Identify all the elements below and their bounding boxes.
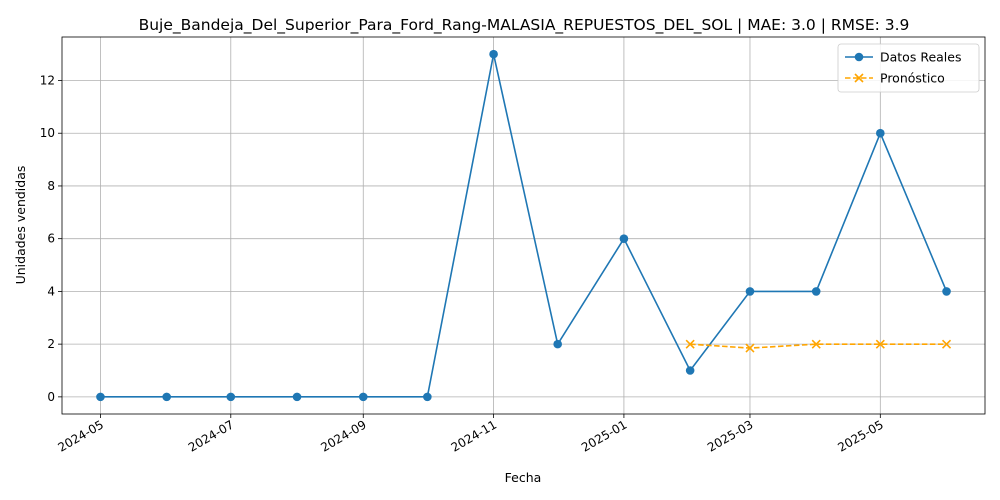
data-point-actual [685,366,695,375]
legend: Datos Reales Pronóstico [837,43,980,93]
legend-box [837,43,980,93]
data-point-actual [162,392,171,402]
data-point-actual [96,392,105,402]
x-marker-stroke [811,339,821,349]
x-marker-stroke [875,339,885,349]
y-axis: 0 2 4 6 8 10 12 [40,74,62,404]
data-point-actual [358,392,368,402]
x-marker-stroke [941,339,952,349]
y-tick-label: 8 [47,179,55,193]
y-axis-label: Unidades vendidas [13,166,28,285]
legend-label-actual: Datos Reales [880,50,961,65]
data-point-forecast [685,339,695,349]
data-point-actual [619,234,629,243]
chart-title: Buje_Bandeja_Del_Superior_Para_Ford_Rang… [139,16,910,35]
data-point-forecast [875,339,885,349]
x-axis: 2024-05 2024-07 2024-09 2024-11 2025-01 2025-… [56,414,886,455]
legend-marker-actual [854,52,864,62]
y-tick-label: 10 [40,126,55,140]
y-tick-label: 4 [47,284,55,298]
data-point-actual [942,287,951,296]
x-tick-label: 2025-03 [705,417,755,454]
data-point-actual [745,287,755,296]
plot-frame [61,36,986,415]
y-tick-label: 0 [47,390,55,404]
series-line-actual [100,53,948,398]
data-point-actual [876,128,885,138]
series-line-forecast [690,343,947,349]
x-tick-label: 2024-09 [318,417,368,454]
x-tick-label: 2024-07 [186,417,236,454]
data-point-forecast [941,339,952,349]
x-tick-label: 2025-05 [835,417,885,454]
legend-label-forecast: Pronóstico [880,71,945,86]
plot-area [96,49,952,402]
data-point-actual [292,392,302,402]
data-point-forecast [811,339,821,349]
data-point-forecast [745,343,755,353]
data-point-actual [489,49,498,59]
x-marker-stroke [854,73,864,83]
x-tick-label: 2024-11 [449,417,499,454]
x-marker-stroke [685,339,695,349]
legend-marker-forecast [854,73,864,83]
data-point-actual [811,287,821,296]
y-tick-label: 2 [47,337,55,351]
x-marker-stroke [745,343,755,353]
data-point-actual [553,339,562,349]
grid [62,37,985,414]
data-point-actual [423,392,432,402]
x-axis-label: Fecha [505,470,542,485]
x-tick-label: 2025-01 [579,417,629,454]
y-tick-label: 12 [40,74,55,88]
y-tick-label: 6 [47,232,55,246]
data-point-actual [226,392,236,402]
x-tick-label: 2024-05 [56,417,106,454]
